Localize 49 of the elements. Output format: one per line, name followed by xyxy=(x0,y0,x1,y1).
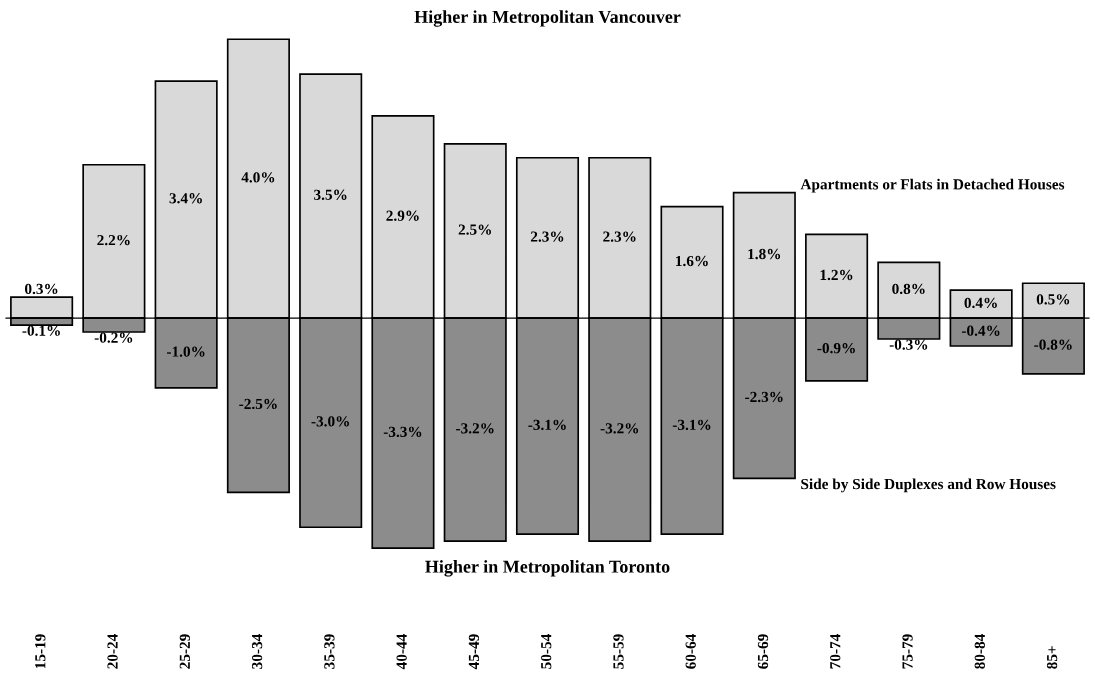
x-tick-label: 30-34 xyxy=(251,633,263,669)
data-label: 1.6% xyxy=(676,255,708,267)
x-tick-label: 85+ xyxy=(1046,646,1058,669)
text: Higher in Metropolitan Vancouver xyxy=(414,10,681,27)
data-label: -0.9% xyxy=(817,342,855,354)
data-label: 4.0% xyxy=(241,172,275,183)
x-tick-label: 35-39 xyxy=(324,634,335,669)
data-label: -3.3% xyxy=(383,426,422,438)
series-label: Apartments or Flats in Detached Houses xyxy=(800,178,1065,193)
data-label: 0.4% xyxy=(964,297,997,309)
data-label: 1.2% xyxy=(820,269,853,281)
x-tick-label: 50-54 xyxy=(541,633,552,669)
data-label: 0.5% xyxy=(1036,294,1070,305)
data-label: -0.2% xyxy=(94,332,133,343)
x-tick-label: 70-74 xyxy=(830,633,841,669)
data-label: 1.8% xyxy=(748,248,781,260)
x-tick-label: 55-59 xyxy=(613,634,624,669)
x-tick-label: 25-29 xyxy=(179,634,190,669)
x-tick-label: 40-44 xyxy=(396,633,407,670)
data-label: 2.5% xyxy=(458,224,491,235)
x-tick-label: 20-24 xyxy=(107,633,118,669)
x-tick-label: 60-64 xyxy=(685,633,696,669)
data-label: 2.3% xyxy=(603,231,636,242)
x-tick-label: 45-49 xyxy=(468,634,480,670)
data-label: -0.3% xyxy=(889,339,928,350)
x-tick-label: 65-69 xyxy=(757,634,769,669)
series-label: Side by Side Duplexes and Row Houses xyxy=(801,478,1056,493)
data-label: -2.3% xyxy=(745,391,783,403)
data-label: 0.3% xyxy=(25,283,58,295)
data-label: -3.2% xyxy=(456,423,494,434)
data-label: -3.1% xyxy=(672,419,711,431)
text: Higher in Metropolitan Toronto xyxy=(425,560,670,577)
x-tick-label: 80-84 xyxy=(974,633,985,669)
data-label: 2.9% xyxy=(386,210,419,221)
data-label: 2.2% xyxy=(97,234,130,246)
data-label: -0.4% xyxy=(961,325,1000,336)
data-label: -3.1% xyxy=(528,419,566,431)
data-label: -3.2% xyxy=(600,423,639,434)
x-tick-label: 15-19 xyxy=(35,634,46,669)
data-label: 3.4% xyxy=(169,193,202,204)
data-label: 2.3% xyxy=(530,231,564,242)
data-label: -1.0% xyxy=(166,346,205,357)
data-label: -2.5% xyxy=(239,398,277,410)
data-label: -3.0% xyxy=(311,416,349,427)
data-label: -0.1% xyxy=(22,325,60,336)
data-label: 3.5% xyxy=(314,189,347,200)
data-label: -0.8% xyxy=(1034,339,1072,350)
x-tick-label: 75-79 xyxy=(902,634,913,669)
data-label: 0.8% xyxy=(892,283,925,295)
